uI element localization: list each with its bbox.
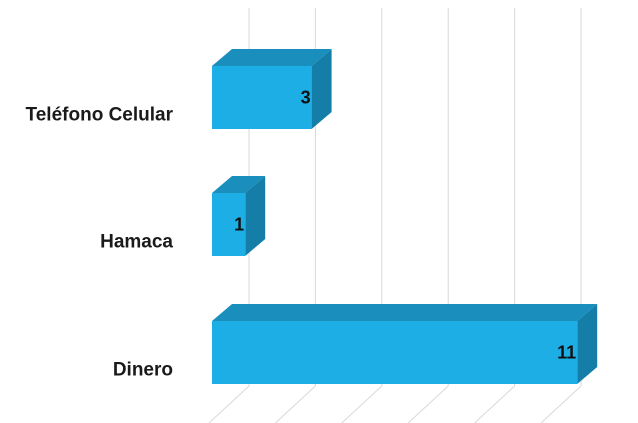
bar-front-face <box>212 193 246 256</box>
data-label: 1 <box>234 215 244 235</box>
category-label: Dinero <box>113 360 173 381</box>
floor-gridline <box>208 385 250 423</box>
bar-front-face <box>212 66 312 129</box>
floor-gridline <box>540 385 582 423</box>
bar-side-face <box>577 304 598 384</box>
bar-front-face <box>212 321 578 384</box>
data-label: 3 <box>301 88 311 108</box>
bar <box>212 304 598 384</box>
bar <box>212 49 332 129</box>
bar-top-face <box>212 49 332 66</box>
floor-gridline <box>275 385 316 423</box>
category-label: Hamaca <box>100 232 173 253</box>
floor-gridline <box>407 385 449 423</box>
bar-side-face <box>245 176 266 256</box>
bars <box>212 49 598 384</box>
bar-side-face <box>311 49 332 129</box>
floor-gridline <box>341 385 383 423</box>
category-labels: Teléfono Celular Hamaca Dinero <box>26 105 174 381</box>
data-label: 11 <box>557 343 576 363</box>
bar <box>212 176 266 256</box>
floor-gridline <box>474 385 515 423</box>
bar-top-face <box>212 176 266 193</box>
bar-top-face <box>212 304 598 321</box>
category-label: Teléfono Celular <box>26 105 174 126</box>
